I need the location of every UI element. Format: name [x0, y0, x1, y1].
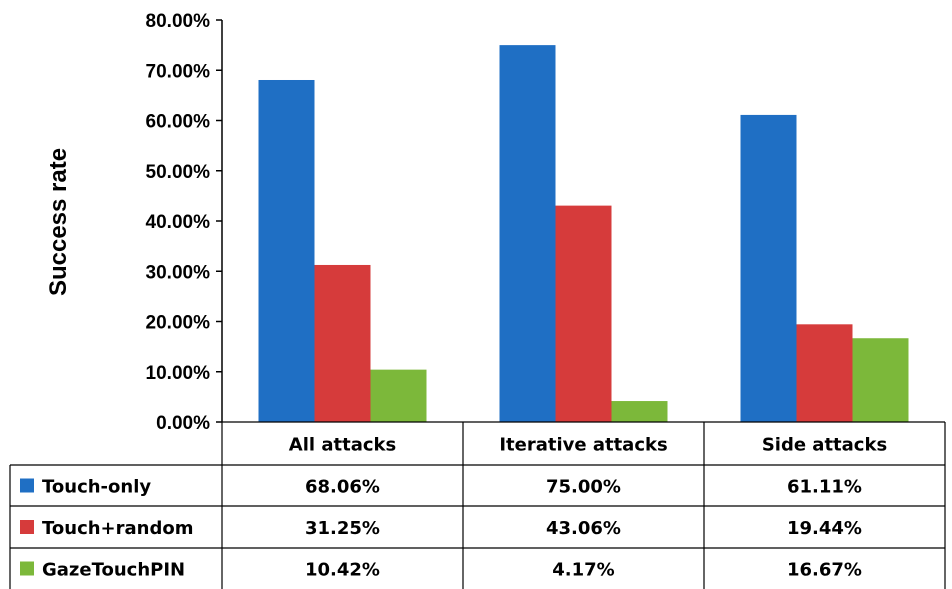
bar-touch-only-1 [499, 45, 556, 422]
y-tick-label: 40.00% [146, 212, 211, 233]
y-tick-label: 30.00% [146, 262, 211, 283]
category-label: All attacks [289, 435, 396, 456]
y-tick-label: 70.00% [146, 61, 211, 82]
bar-touch-random-2 [796, 324, 853, 422]
bars [258, 45, 909, 423]
bar-touch-only-2 [740, 114, 797, 423]
data-value-label: 68.06% [305, 477, 380, 498]
legend-swatch [20, 478, 34, 493]
y-tick-label: 0.00% [156, 413, 210, 434]
bar-touch-random-0 [314, 264, 371, 422]
data-value-label: 43.06% [546, 518, 621, 539]
bar-touch-only-0 [258, 79, 315, 422]
bar-gazetouchpin-2 [852, 338, 909, 422]
bar-gazetouchpin-1 [611, 401, 668, 422]
bar-touch-random-1 [555, 205, 612, 422]
y-axis-ticks: 0.00% 10.00% 20.00% 30.00% 40.00% 50.00% 60.00… [146, 11, 223, 434]
legend-swatch [20, 561, 34, 576]
data-value-label: 75.00% [546, 477, 621, 498]
data-value-label: 16.67% [787, 560, 862, 581]
y-tick-label: 10.00% [146, 363, 211, 384]
legend-label: GazeTouchPIN [42, 560, 185, 581]
legend-label: Touch-only [42, 477, 151, 498]
y-tick-label: 80.00% [146, 11, 211, 32]
bar-gazetouchpin-0 [370, 369, 427, 422]
category-label: Side attacks [762, 435, 887, 456]
y-tick-label: 60.00% [146, 112, 211, 133]
data-value-label: 31.25% [305, 518, 380, 539]
y-tick-label: 20.00% [146, 313, 211, 334]
category-label: Iterative attacks [499, 435, 667, 456]
data-table: All attacks Iterative attacks Side attacks… [9, 421, 946, 589]
data-value-label: 4.17% [552, 560, 614, 581]
data-value-label: 61.11% [787, 477, 862, 498]
data-value-label: 19.44% [787, 518, 862, 539]
y-axis-label: Success rate [45, 148, 72, 296]
data-value-label: 10.42% [305, 560, 380, 581]
legend-label: Touch+random [42, 518, 193, 539]
legend-swatch [20, 520, 34, 534]
y-tick-label: 50.00% [146, 162, 211, 183]
